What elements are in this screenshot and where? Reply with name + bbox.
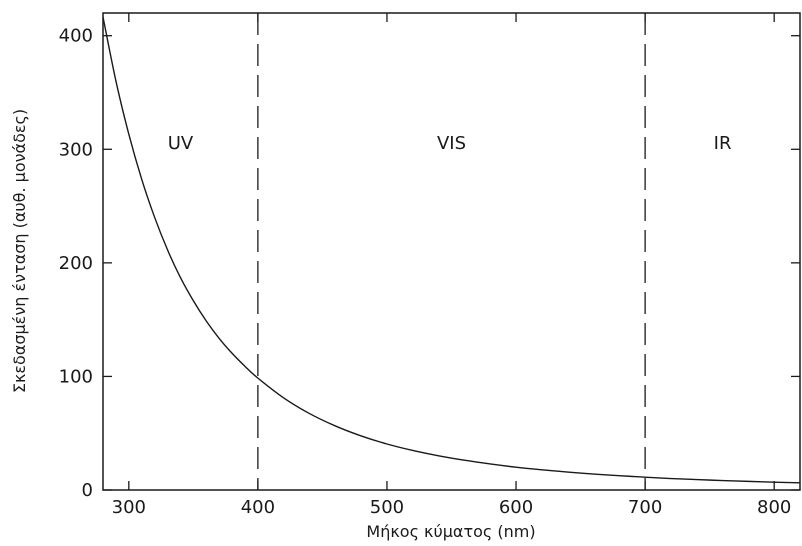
x-tick-label: 400 (241, 497, 275, 518)
y-tick-label: 200 (59, 253, 93, 274)
y-tick-label: 300 (59, 139, 93, 160)
region-label: UV (168, 133, 194, 154)
x-tick-label: 800 (757, 497, 791, 518)
y-axis-ticks: 0 100 200 300 400 (59, 26, 800, 501)
region-label: VIS (437, 133, 466, 154)
y-tick-label: 100 (59, 366, 93, 387)
x-axis-title: Μήκος κύματος (nm) (366, 522, 535, 541)
region-dividers (257, 13, 646, 490)
y-axis-title: Σκεδασμένη ένταση (αυθ. μονάδες) (10, 109, 29, 393)
series-group (102, 16, 801, 484)
x-tick-label: 600 (499, 497, 533, 518)
x-axis-ticks: 300 400 500 600 700 800 (112, 13, 791, 518)
x-tick-label: 500 (370, 497, 404, 518)
x-tick-label: 300 (112, 497, 146, 518)
region-labels: UV VIS IR (168, 133, 732, 154)
scattering-intensity-line (102, 16, 801, 484)
y-tick-label: 0 (82, 480, 93, 501)
plot-frame (102, 12, 801, 491)
y-tick-label: 400 (59, 26, 93, 47)
x-tick-label: 700 (628, 497, 662, 518)
region-label: IR (714, 133, 732, 154)
